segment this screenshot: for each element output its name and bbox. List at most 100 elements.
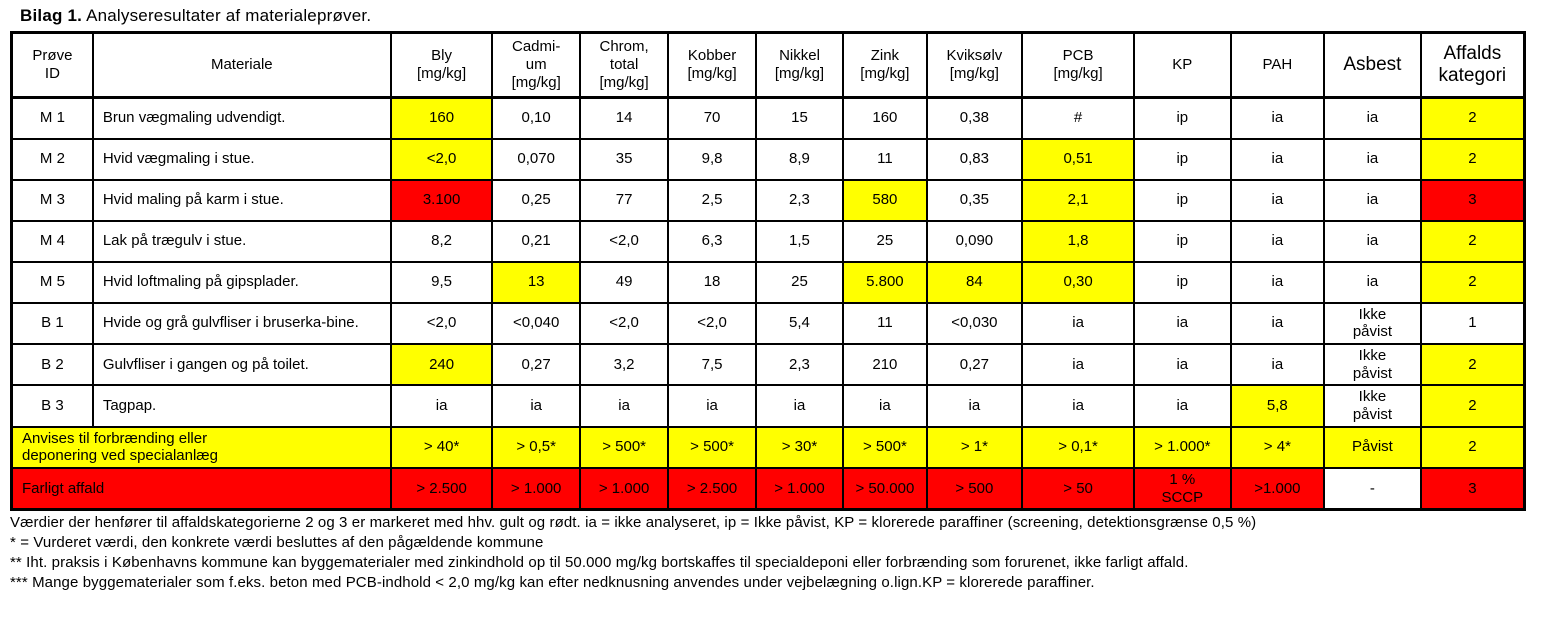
value-cell-zink: 11 [842,301,928,345]
value-cell-nikkel: 1,5 [754,219,845,263]
value-cell-cadmium: 0,070 [491,137,581,181]
column-header-pah: PAH [1229,31,1326,99]
column-header-bly: Bly [mg/kg] [389,31,494,99]
threshold-value-cell-nikkel: > 1.000 [754,467,845,511]
value-cell-affaldskategori: 2 [1419,96,1526,140]
value-cell-kp: ip [1133,137,1232,181]
threshold-value-cell-chrom-total: > 1.000 [578,467,670,511]
value-cell-kviksolv: 0,27 [925,342,1024,387]
column-header-kp: KP [1133,31,1232,99]
value-cell-kviksolv: <0,030 [925,301,1024,345]
threshold-label-cell: Farligt affald [10,467,392,511]
column-header-pcb: PCB [mg/kg] [1021,31,1135,99]
value-cell-bly: 160 [389,96,494,140]
value-cell-bly: <2,0 [389,301,494,345]
value-cell-pcb: # [1021,96,1135,140]
value-cell-pah: ia [1229,301,1326,345]
value-cell-chrom-total: 49 [578,260,670,304]
value-cell-pah: ia [1229,96,1326,140]
material-cell: Hvid maling på karm i stue. [91,178,392,222]
material-cell: Tagpap. [91,384,392,428]
threshold-row-hazardous-waste: Farligt affald > 2.500 > 1.000 > 1.000 > 2.5… [10,467,1526,511]
sample-id-cell: B 3 [10,384,94,428]
table-head-row: Prøve ID Materiale Bly [mg/kg] Cadmi- um [m… [10,31,1526,99]
value-cell-bly: 9,5 [389,260,494,304]
value-cell-kobber: 7,5 [667,342,757,387]
value-cell-kp: ip [1133,96,1232,140]
threshold-value-cell-chrom-total: > 500* [578,425,670,470]
value-cell-cadmium: 13 [491,260,581,304]
column-header-cadmium: Cadmi- um [mg/kg] [491,31,581,99]
value-cell-zink: 160 [842,96,928,140]
column-header-zink: Zink [mg/kg] [842,31,928,99]
value-cell-pah: ia [1229,137,1326,181]
value-cell-asbest: Ikke påvist [1323,301,1422,345]
sample-id-cell: M 4 [10,219,94,263]
threshold-value-cell-affaldskategori: 3 [1419,467,1526,511]
threshold-row-special-disposal: Anvises til forbrænding eller deponering… [10,425,1526,470]
value-cell-kp: ip [1133,260,1232,304]
value-cell-kobber: <2,0 [667,301,757,345]
value-cell-bly: <2,0 [389,137,494,181]
value-cell-zink: 11 [842,137,928,181]
value-cell-affaldskategori: 2 [1419,137,1526,181]
column-header-chrom-total: Chrom, total [mg/kg] [578,31,670,99]
value-cell-bly: ia [389,384,494,428]
material-cell: Brun vægmaling udvendigt. [91,96,392,140]
analysis-results-table: Prøve ID Materiale Bly [mg/kg] Cadmi- um [m… [10,31,1526,512]
value-cell-affaldskategori: 3 [1419,178,1526,222]
table-title: Bilag 1. Analyseresultater af materialep… [20,6,1548,26]
value-cell-asbest: ia [1323,137,1422,181]
threshold-label-cell: Anvises til forbrænding eller deponering… [10,425,392,470]
value-cell-nikkel: 8,9 [754,137,845,181]
value-cell-nikkel: 2,3 [754,342,845,387]
value-cell-chrom-total: <2,0 [578,219,670,263]
value-cell-pcb: 2,1 [1021,178,1135,222]
value-cell-pcb: 0,30 [1021,260,1135,304]
value-cell-kobber: ia [667,384,757,428]
footnote-star: * = Vurderet værdi, den konkrete værdi b… [10,534,544,552]
value-cell-kp: ip [1133,219,1232,263]
value-cell-chrom-total: 14 [578,96,670,140]
column-header-kviksolv: Kviksølv [mg/kg] [925,31,1024,99]
sample-id-cell: B 2 [10,342,94,387]
threshold-value-cell-asbest: - [1323,467,1422,511]
threshold-value-cell-nikkel: > 30* [754,425,845,470]
table-row-b1: B 1 Hvide og grå gulvfliser i bruserka-bi… [10,301,1526,345]
value-cell-cadmium: 0,27 [491,342,581,387]
sample-id-cell: M 2 [10,137,94,181]
threshold-value-cell-asbest: Påvist [1323,425,1422,470]
threshold-value-cell-pcb: > 0,1* [1021,425,1135,470]
sample-id-cell: M 5 [10,260,94,304]
value-cell-kviksolv: 0,38 [925,96,1024,140]
threshold-value-cell-zink: > 500* [842,425,928,470]
table-row-b2: B 2 Gulvfliser i gangen og på toilet. 240 0… [10,342,1526,387]
value-cell-pah: ia [1229,178,1326,222]
value-cell-asbest: Ikke påvist [1323,342,1422,387]
sample-id-cell: M 3 [10,178,94,222]
table-row-m5: M 5 Hvid loftmaling på gipsplader. 9,5 13 49… [10,260,1526,304]
value-cell-affaldskategori: 2 [1419,219,1526,263]
value-cell-pcb: 0,51 [1021,137,1135,181]
value-cell-pah: ia [1229,342,1326,387]
material-cell: Hvid vægmaling i stue. [91,137,392,181]
value-cell-zink: 5.800 [842,260,928,304]
value-cell-kobber: 70 [667,96,757,140]
value-cell-kp: ia [1133,384,1232,428]
table-body: M 1 Brun vægmaling udvendigt. 160 0,10 14 70 1… [10,96,1526,511]
threshold-value-cell-zink: > 50.000 [842,467,928,511]
material-cell: Hvid loftmaling på gipsplader. [91,260,392,304]
threshold-value-cell-kobber: > 2.500 [667,467,757,511]
threshold-value-cell-pah: >1.000 [1229,467,1326,511]
value-cell-pcb: ia [1021,301,1135,345]
table-title-text: Analyseresultater af materialeprøver. [82,6,372,25]
value-cell-kp: ia [1133,301,1232,345]
value-cell-kp: ia [1133,342,1232,387]
column-header-asbest: Asbest [1323,31,1422,99]
material-cell: Lak på trægulv i stue. [91,219,392,263]
footnote-legend: Værdier der henfører til affaldskategori… [10,514,1257,532]
value-cell-chrom-total: 3,2 [578,342,670,387]
document-page: Bilag 1. Analyseresultater af materialep… [10,6,1548,591]
value-cell-kobber: 2,5 [667,178,757,222]
value-cell-nikkel: 25 [754,260,845,304]
